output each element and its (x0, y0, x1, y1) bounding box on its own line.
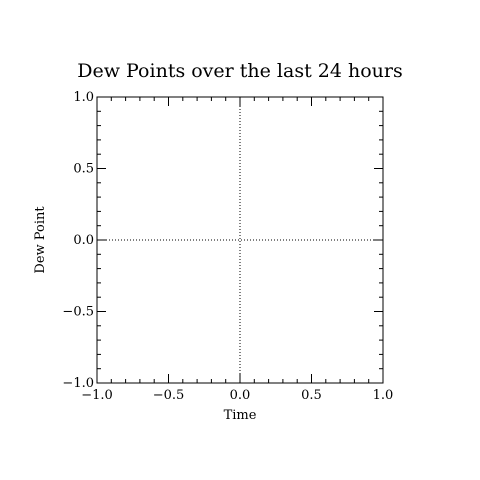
chart-title: Dew Points over the last 24 hours (77, 60, 402, 82)
y-tick-label: −0.5 (62, 305, 94, 320)
y-axis-label: Dew Point (33, 206, 48, 274)
x-tick-label: 0.5 (301, 388, 322, 403)
y-tick-label: 0.5 (73, 162, 94, 177)
axis-tick-labels: −1.0 −0.5 0.0 0.5 1.0 −1.0 −0.5 0.0 0.5 1.0 (62, 90, 393, 403)
zero-reference-lines (97, 97, 383, 383)
x-tick-label: −1.0 (81, 388, 113, 403)
y-tick-label: 1.0 (73, 90, 94, 105)
x-tick-label: 0.0 (230, 388, 251, 403)
x-tick-label: 1.0 (373, 388, 394, 403)
x-tick-label: −0.5 (153, 388, 185, 403)
x-axis-label: Time (224, 408, 257, 423)
y-tick-label: −1.0 (62, 376, 94, 391)
y-tick-label: 0.0 (73, 233, 94, 248)
plot-area-frame (96, 96, 384, 384)
